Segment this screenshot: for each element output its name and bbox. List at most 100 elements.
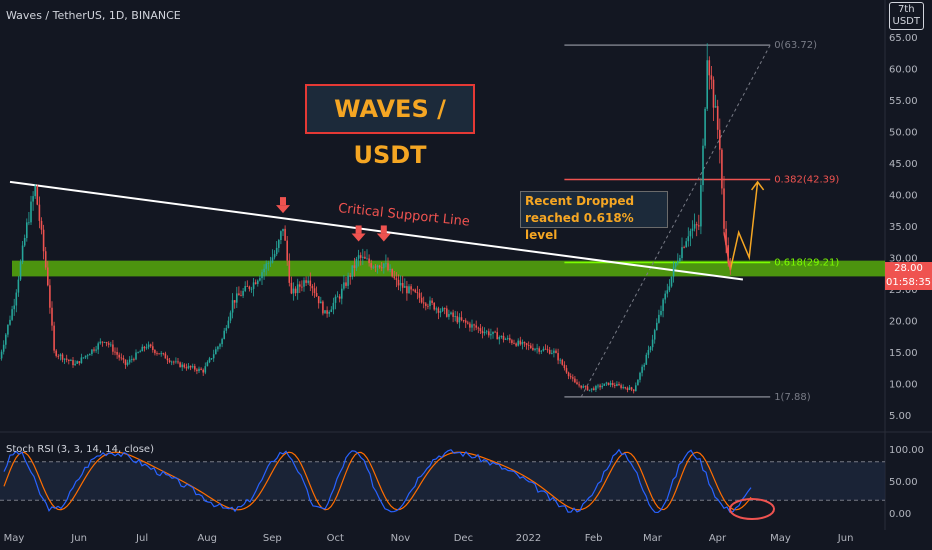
candle-body	[506, 338, 509, 340]
candle-body	[301, 286, 303, 288]
candle-body	[422, 302, 425, 304]
candle-body	[135, 352, 137, 360]
candle-body	[540, 350, 543, 352]
time-axis: May Jun Jul Aug Sep Oct Nov Dec 2022 Feb Mar Apr May…	[4, 533, 854, 544]
candle-body	[725, 228, 727, 246]
candle-body	[139, 351, 141, 353]
candle-body	[681, 247, 683, 259]
candle-body	[61, 354, 64, 360]
candle-body	[206, 362, 209, 367]
candle-body	[95, 349, 97, 351]
candle-body	[315, 293, 318, 297]
candle-body	[19, 261, 22, 280]
candle-body	[490, 334, 492, 336]
candle-body	[212, 354, 215, 359]
candles	[0, 43, 732, 394]
rsi-tick: 100.00	[889, 445, 924, 456]
marker-head	[276, 205, 290, 214]
candle-body	[51, 307, 53, 326]
candle-body	[351, 265, 354, 277]
candle-body	[357, 255, 360, 259]
candle-body	[99, 341, 102, 344]
candle-body	[257, 280, 259, 284]
rsi-tick: 50.00	[889, 477, 918, 488]
candle-body	[414, 289, 417, 293]
candle-body	[21, 245, 24, 262]
candle-body	[691, 228, 694, 231]
candle-body	[647, 349, 650, 355]
candle-body	[467, 322, 469, 324]
candle-body	[458, 317, 461, 323]
candle-body	[475, 325, 477, 328]
symbol-title: Waves / TetherUS, 1D, BINANCE	[6, 9, 181, 22]
candle-body	[637, 379, 639, 386]
candle-body	[479, 328, 482, 331]
time-tick: May	[770, 533, 791, 544]
candle-body	[714, 106, 717, 108]
candle-body	[401, 282, 404, 288]
candle-body	[504, 339, 507, 340]
candle-body	[700, 185, 702, 227]
candle-body	[656, 322, 658, 331]
candle-body	[469, 323, 471, 328]
candle-body	[630, 387, 633, 390]
fib-diagonal	[580, 44, 771, 398]
candle-body	[599, 385, 601, 388]
candle-body	[641, 366, 643, 373]
candle-body	[473, 324, 475, 326]
candle-body	[576, 382, 578, 385]
candle-body	[114, 351, 116, 353]
candle-body	[626, 388, 629, 390]
candle-body	[355, 258, 358, 268]
candle-body	[17, 279, 20, 293]
candle-body	[502, 335, 505, 340]
candle-body	[84, 355, 87, 358]
candle-body	[649, 347, 652, 350]
candle-body	[149, 344, 152, 347]
candle-body	[698, 225, 700, 227]
candle-body	[538, 348, 540, 352]
price-tick: 30.00	[889, 254, 918, 265]
candle-body	[548, 349, 551, 354]
candle-body	[364, 256, 366, 259]
candle-body	[341, 288, 343, 299]
candle-body	[729, 262, 732, 267]
candle-body	[719, 129, 721, 150]
candle-body	[695, 224, 698, 226]
candle-body	[187, 365, 190, 369]
last-price-tag: 28.00	[885, 262, 932, 276]
time-tick: Feb	[585, 533, 603, 544]
candle-body	[177, 361, 179, 363]
currency-badge[interactable]: 7th USDT	[888, 2, 924, 30]
candle-body	[441, 308, 444, 312]
candle-body	[11, 309, 13, 320]
candle-body	[534, 348, 536, 350]
marker-stem	[280, 197, 286, 206]
candle-body	[651, 339, 654, 348]
candle-body	[244, 286, 246, 291]
candle-body	[572, 377, 574, 379]
candle-body	[252, 282, 255, 289]
candle-body	[605, 382, 608, 384]
candle-body	[601, 385, 603, 388]
candle-body	[410, 286, 412, 290]
candle-body	[477, 327, 480, 329]
projection-arrow	[723, 180, 765, 271]
candle-body	[103, 342, 106, 343]
price-tick: 5.00	[889, 411, 911, 422]
candle-body	[254, 282, 257, 284]
candle-body	[561, 359, 564, 365]
fib-label: 1(7.88)	[774, 392, 811, 403]
candle-body	[595, 386, 597, 390]
candle-body	[347, 275, 349, 286]
candle-body	[420, 297, 423, 303]
candle-body	[368, 258, 370, 264]
candle-body	[721, 149, 723, 189]
time-tick: Jun	[70, 533, 87, 544]
candle-body	[166, 358, 169, 361]
candle-body	[693, 224, 696, 229]
candle-body	[196, 369, 198, 372]
candle-body	[395, 278, 398, 280]
candle-body	[336, 296, 339, 298]
